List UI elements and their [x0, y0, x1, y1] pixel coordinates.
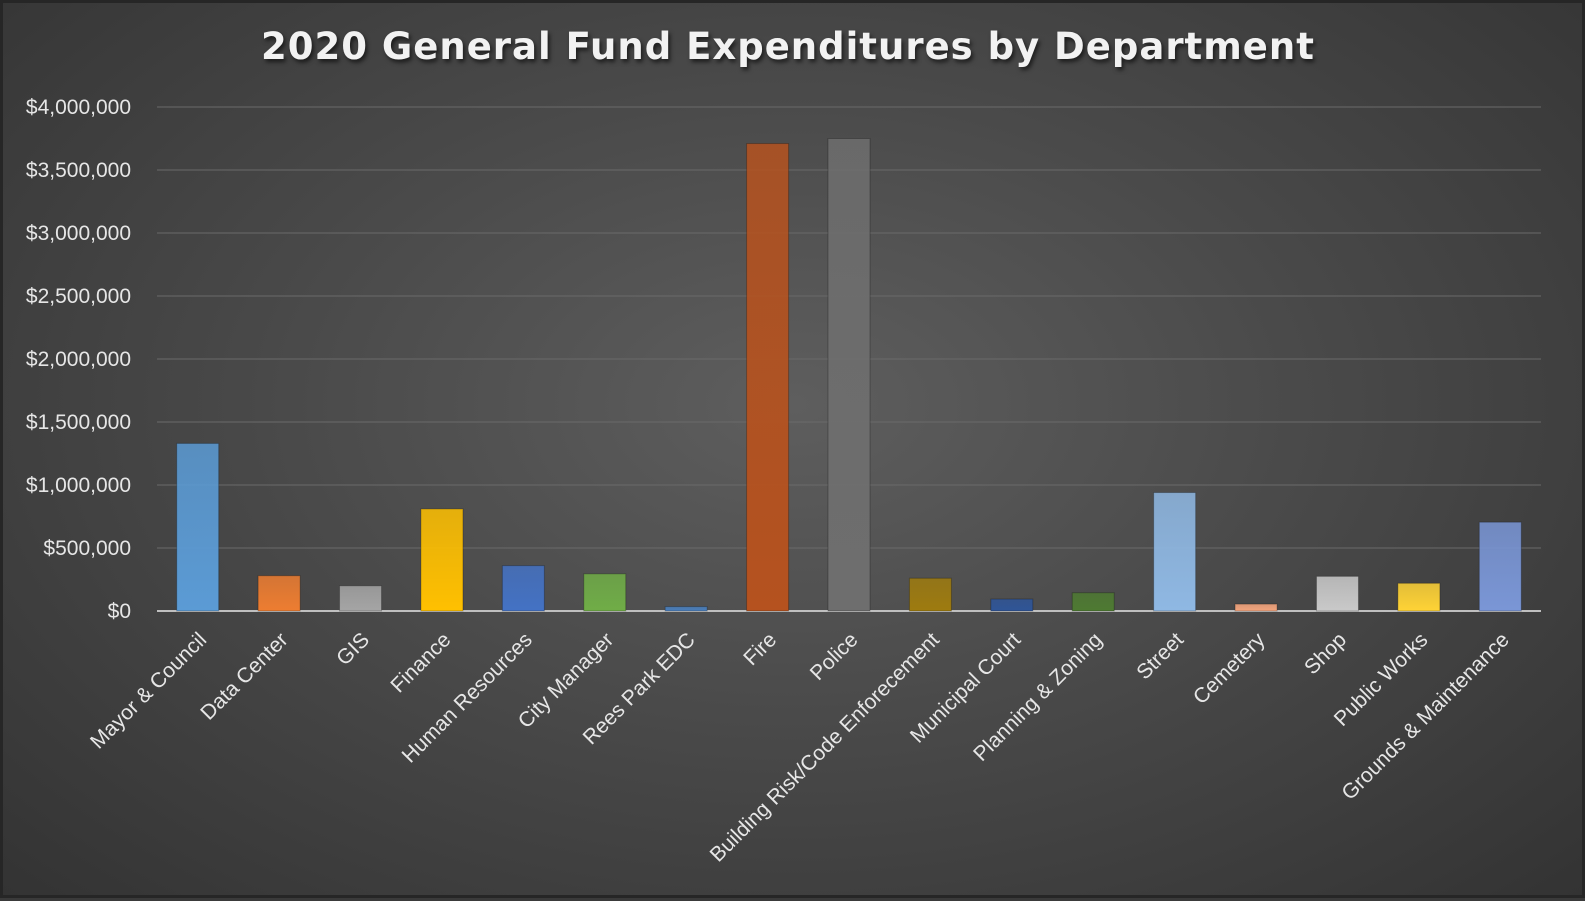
- y-tick-label: $1,000,000: [26, 474, 131, 497]
- y-tick-label: $0: [108, 600, 131, 623]
- category-label: Cemetery: [1189, 628, 1270, 709]
- category-label: Shop: [1300, 628, 1351, 679]
- category-label: Mayor & Council: [86, 628, 211, 753]
- bar-city-manager: [583, 573, 627, 612]
- category-label: Fire: [739, 628, 781, 670]
- bar-data-center: [257, 575, 301, 612]
- chart-title: 2020 General Fund Expenditures by Depart…: [261, 25, 1315, 68]
- y-tick-label: $500,000: [43, 537, 131, 560]
- bar-mayor-council: [176, 442, 220, 612]
- category-label: GIS: [332, 628, 374, 670]
- y-axis-ticks: $0 $500,000 $1,000,000 $1,500,000 $2,000,000…: [26, 96, 131, 623]
- category-label: Grounds & Maintenance: [1337, 628, 1513, 804]
- bar-police: [827, 138, 871, 612]
- bar-building-risk-code-enforecement: [908, 577, 952, 612]
- bar-grounds-maintenance: [1478, 521, 1522, 612]
- category-label: Street: [1132, 628, 1188, 684]
- category-label: Finance: [386, 628, 455, 697]
- category-label: Police: [806, 628, 863, 685]
- y-tick-label: $3,000,000: [26, 222, 131, 245]
- bar-finance: [420, 508, 464, 612]
- bar-shop: [1315, 575, 1359, 612]
- chart-plot-area: $0 $500,000 $1,000,000 $1,500,000 $2,000,000…: [26, 96, 1541, 867]
- bar-street: [1153, 492, 1197, 612]
- y-tick-label: $2,000,000: [26, 348, 131, 371]
- bar-fire: [746, 143, 790, 612]
- bar-rees-park-edc: [664, 606, 708, 612]
- bar-planning-zoning: [1071, 592, 1115, 612]
- bar-municipal-court: [990, 598, 1034, 612]
- y-tick-label: $1,500,000: [26, 411, 131, 434]
- bars: [176, 138, 1522, 612]
- bar-public-works: [1397, 582, 1441, 612]
- category-label: Data Center: [196, 628, 292, 724]
- bar-cemetery: [1234, 603, 1278, 612]
- y-tick-label: $2,500,000: [26, 285, 131, 308]
- y-tick-label: $4,000,000: [26, 96, 131, 119]
- y-tick-label: $3,500,000: [26, 159, 131, 182]
- bar-human-resources: [501, 565, 545, 612]
- bar-gis: [339, 585, 383, 612]
